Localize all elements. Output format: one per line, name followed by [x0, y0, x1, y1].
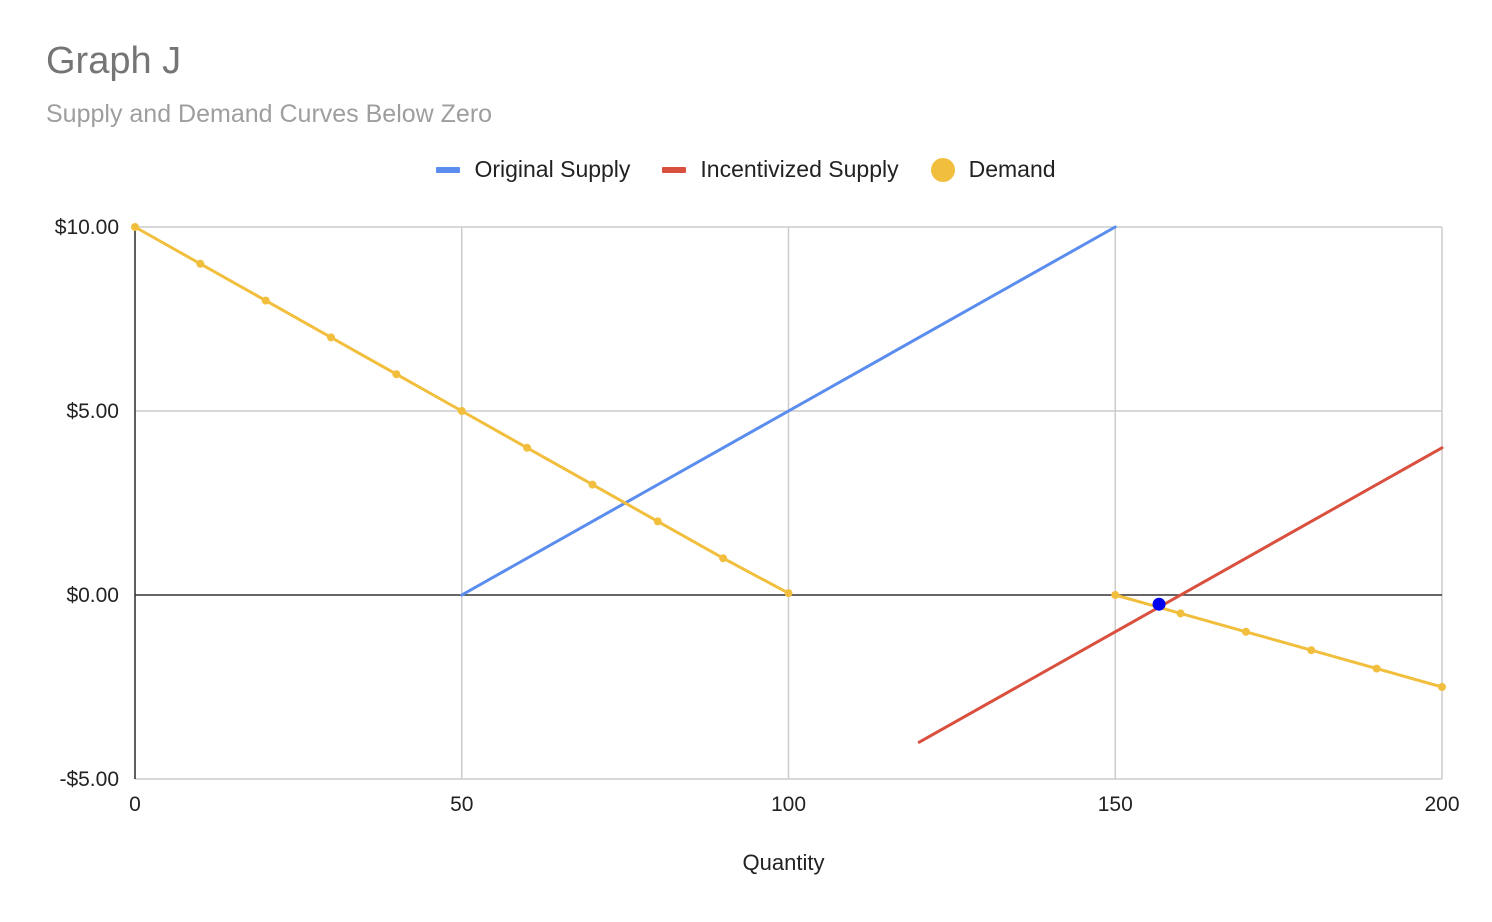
data-point-demand[interactable]	[327, 333, 336, 342]
y-tick-label: $0.00	[66, 584, 119, 607]
data-point-demand[interactable]	[1307, 646, 1316, 655]
legend-swatch-incentivized-supply	[662, 166, 687, 173]
legend-item-demand[interactable]: Demand	[930, 156, 1056, 183]
legend-item-incentivized-supply[interactable]: Incentivized Supply	[662, 156, 899, 183]
x-tick-label: 50	[450, 793, 473, 816]
chart-title: Graph J	[46, 40, 182, 82]
x-tick-label: 200	[1424, 793, 1459, 816]
data-point-demand[interactable]	[1241, 627, 1250, 636]
data-point-demand[interactable]	[261, 296, 270, 305]
data-point-demand[interactable]	[392, 370, 401, 379]
x-axis-title: Quantity	[743, 850, 825, 875]
data-point-demand[interactable]	[457, 407, 466, 415]
data-point-demand[interactable]	[719, 554, 728, 563]
data-point-demand[interactable]	[1176, 609, 1185, 618]
x-tick-label: 100	[771, 793, 806, 816]
y-tick-label: $10.00	[55, 216, 119, 239]
legend-label-original-supply: Original Supply	[474, 156, 631, 182]
series-line-incentivized-supply[interactable]	[917, 446, 1444, 744]
data-point-demand[interactable]	[1438, 683, 1446, 691]
y-tick-label: $5.00	[66, 400, 119, 423]
data-point-demand[interactable]	[196, 259, 205, 268]
legend-label-incentivized-supply: Incentivized Supply	[700, 156, 899, 182]
data-point-demand[interactable]	[588, 480, 597, 489]
legend-label-demand: Demand	[968, 156, 1056, 182]
legend-swatch-original-supply	[436, 166, 461, 173]
legend-swatch-demand	[930, 157, 955, 182]
equilibrium-point-marker[interactable]	[1152, 597, 1166, 611]
data-point-demand[interactable]	[784, 589, 793, 598]
series-line-demand[interactable]	[1113, 593, 1444, 689]
chart-subtitle: Supply and Demand Curves Below Zero	[46, 100, 493, 128]
legend-item-original-supply[interactable]: Original Supply	[436, 156, 630, 183]
series-line-original-supply[interactable]	[460, 225, 1117, 597]
data-point-demand[interactable]	[523, 443, 532, 452]
data-point-demand[interactable]	[653, 517, 662, 526]
data-point-demand[interactable]	[1372, 664, 1381, 673]
data-point-demand[interactable]	[1111, 591, 1120, 599]
data-point-demand[interactable]	[131, 223, 139, 231]
x-tick-label: 150	[1098, 793, 1133, 816]
y-tick-label: -$5.00	[59, 768, 119, 791]
x-tick-label: 0	[129, 793, 141, 816]
chart-legend: Original Supply Incentivized Supply Dema…	[0, 156, 1492, 183]
